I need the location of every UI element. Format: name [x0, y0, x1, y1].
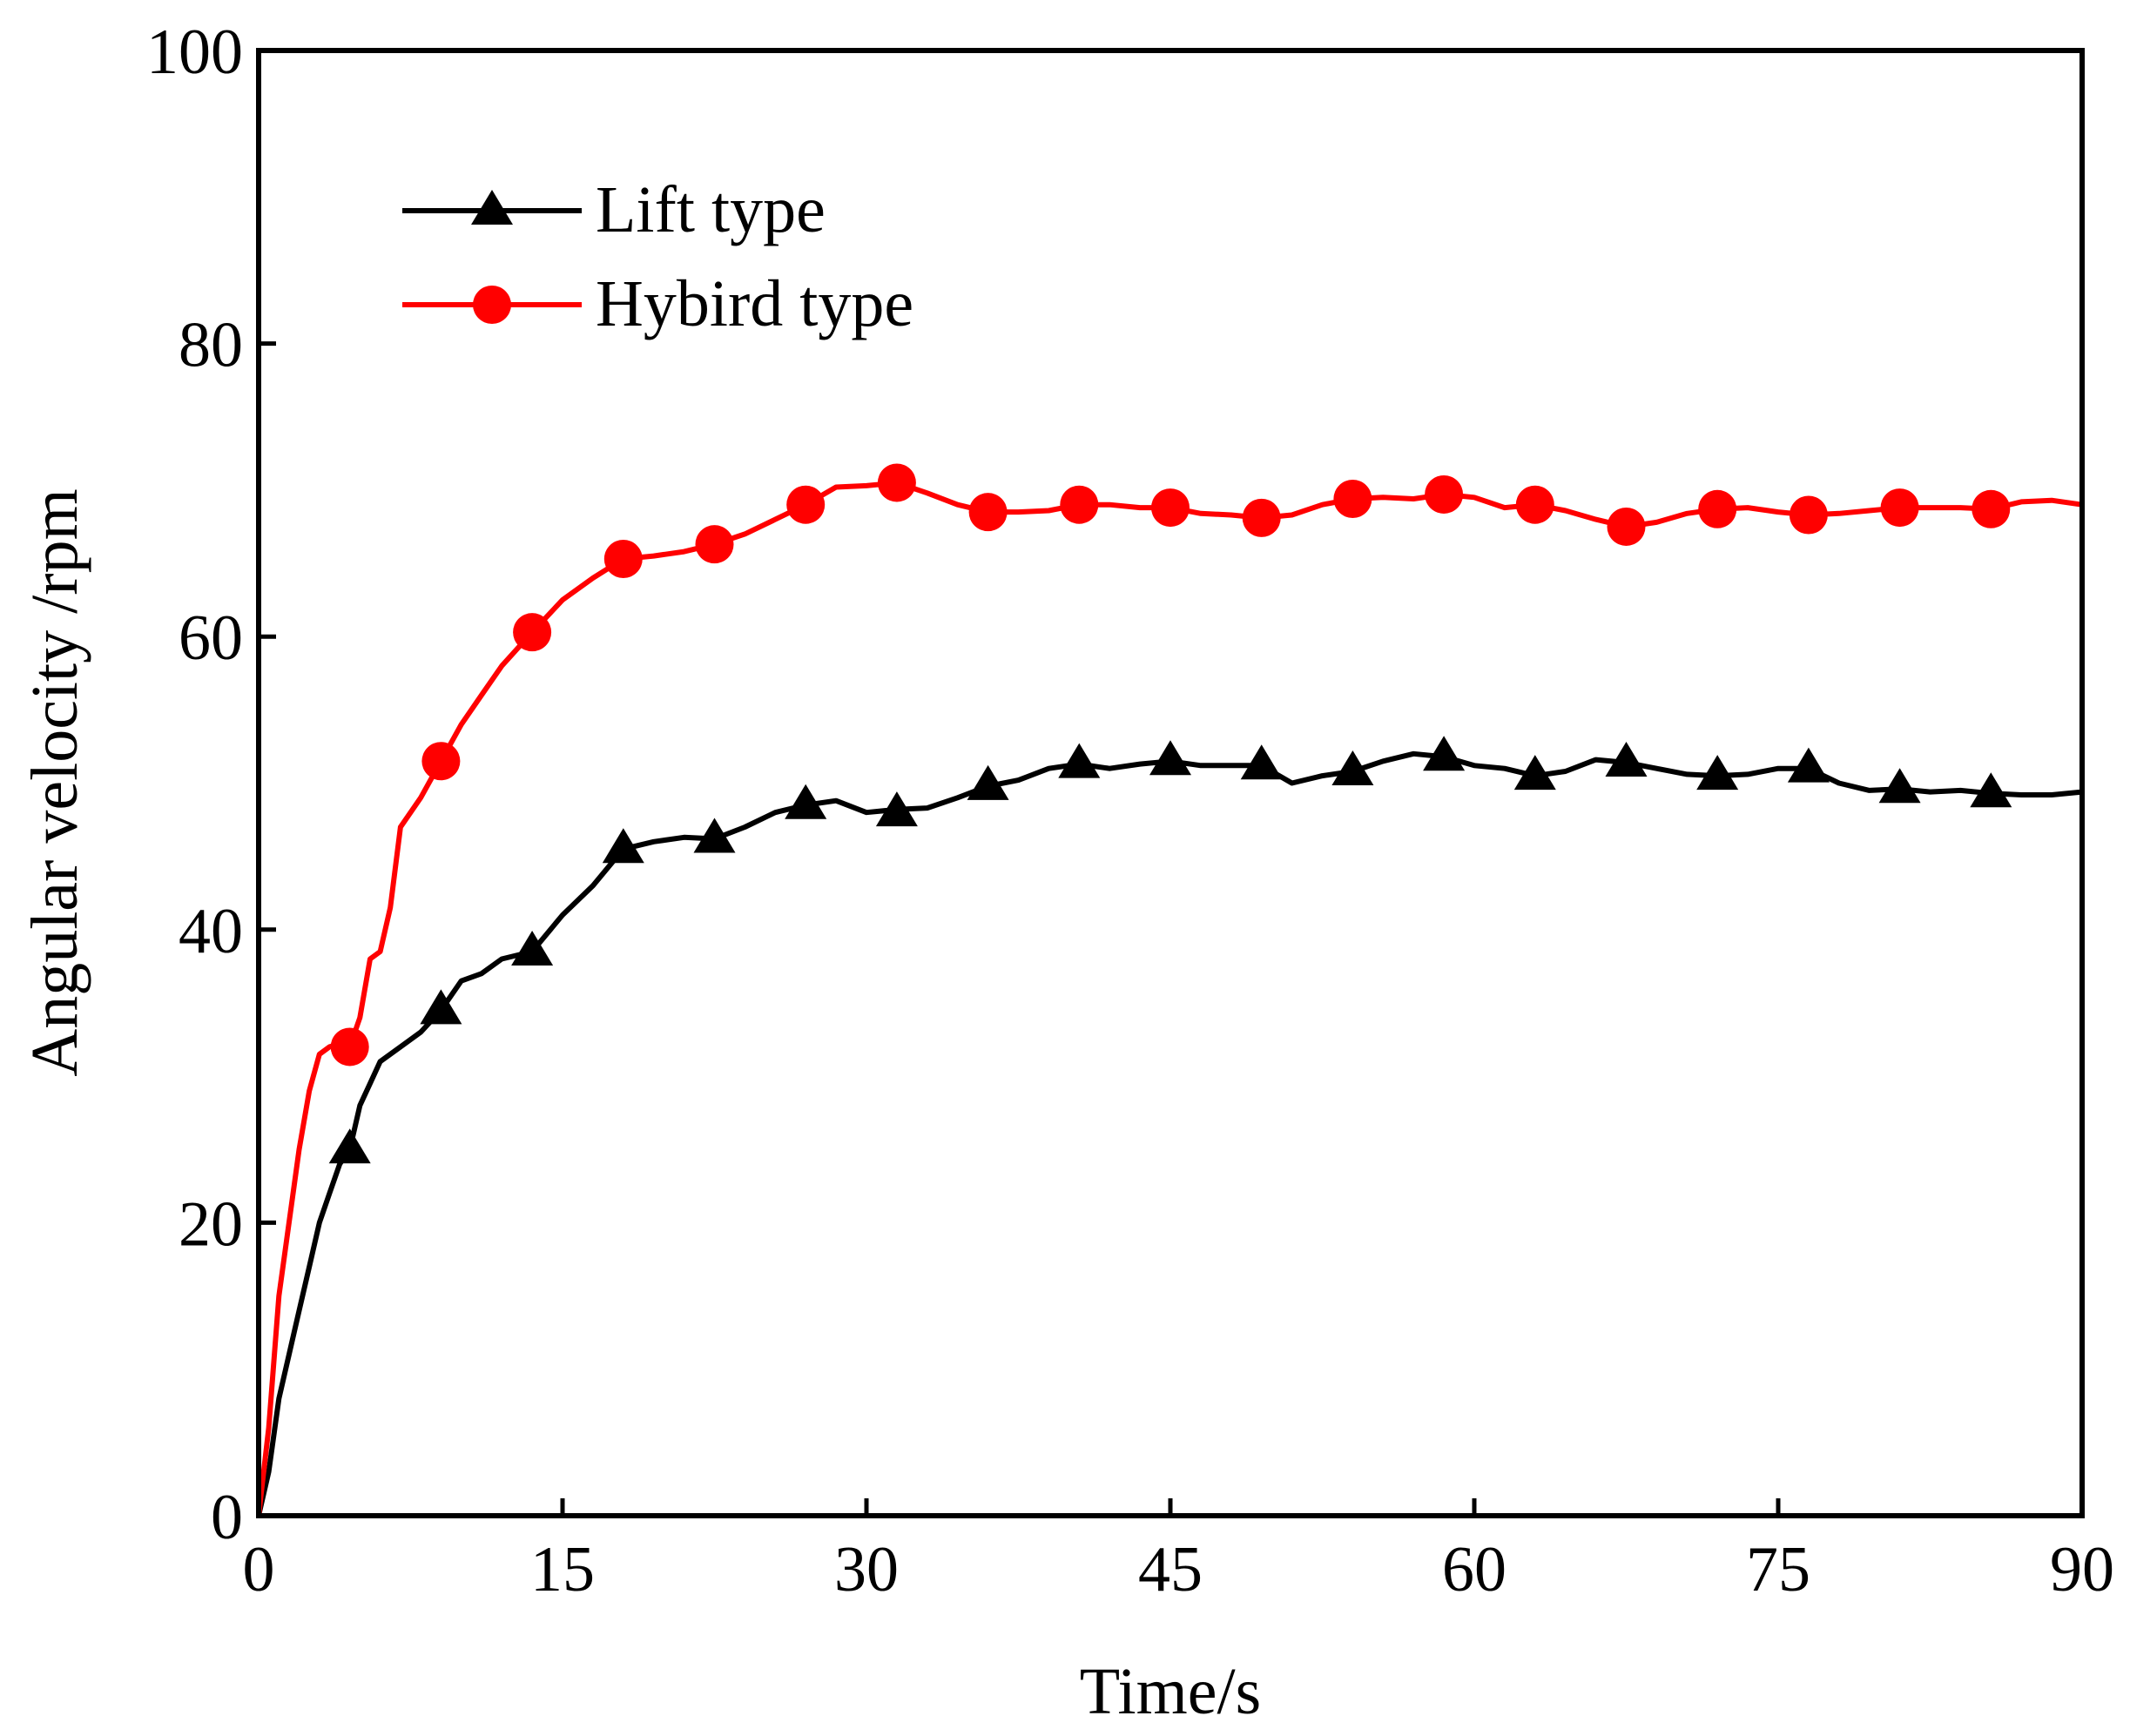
x-tick-label: 15: [530, 1534, 595, 1605]
data-point-hybird-type: [1789, 495, 1828, 535]
data-point-lift-type: [1787, 747, 1830, 783]
y-axis-ticks: 0 20 40 60 80 100: [146, 17, 276, 1553]
y-tick-label: 40: [179, 896, 243, 967]
legend-item-hybird-type: Hybird type: [402, 267, 913, 340]
data-point-hybird-type: [1425, 474, 1464, 514]
legend-item-lift-type: Lift type: [402, 173, 826, 246]
data-point-lift-type: [967, 764, 1009, 800]
data-point-lift-type: [1605, 741, 1648, 777]
data-point-hybird-type: [330, 1027, 369, 1066]
y-tick-label: 80: [179, 310, 243, 381]
data-point-hybird-type: [1242, 498, 1281, 537]
series-hybird-type: [256, 463, 2083, 1517]
x-tick-label: 45: [1138, 1534, 1203, 1605]
legend-circle-marker: [473, 286, 511, 324]
data-point-lift-type: [1149, 740, 1191, 776]
data-point-lift-type: [693, 818, 736, 853]
data-point-hybird-type: [695, 525, 734, 564]
data-point-hybird-type: [421, 742, 461, 781]
data-point-lift-type: [785, 784, 827, 819]
data-point-hybird-type: [877, 463, 916, 502]
x-tick-label: 30: [834, 1534, 899, 1605]
data-point-lift-type: [1240, 744, 1283, 780]
x-axis-title: Time/s: [1080, 1655, 1261, 1728]
data-point-hybird-type: [603, 540, 643, 579]
data-point-lift-type: [328, 1128, 371, 1164]
series-lift-type: [256, 736, 2083, 1517]
data-point-hybird-type: [1880, 488, 1919, 528]
legend: Lift type Hybird type: [402, 173, 913, 340]
data-point-hybird-type: [1060, 485, 1099, 524]
y-axis-title: Angular velocity /rpm: [18, 488, 91, 1076]
data-point-hybird-type: [968, 493, 1008, 532]
data-point-hybird-type: [1972, 489, 2011, 528]
y-tick-label: 20: [179, 1188, 243, 1260]
data-point-hybird-type: [1607, 507, 1646, 546]
data-point-lift-type: [1696, 755, 1739, 791]
data-point-lift-type: [602, 828, 644, 864]
x-tick-label: 60: [1442, 1534, 1507, 1605]
legend-label-lift-type: Lift type: [596, 173, 826, 246]
y-tick-label: 100: [146, 17, 243, 88]
data-point-lift-type: [511, 931, 554, 966]
legend-triangle-marker: [471, 190, 513, 225]
x-tick-label: 75: [1746, 1534, 1810, 1605]
legend-label-hybird-type: Hybird type: [596, 267, 913, 340]
plot-frame: [256, 48, 2085, 1518]
x-tick-label: 0: [243, 1534, 275, 1605]
y-tick-label: 60: [179, 602, 243, 674]
y-tick-label: 0: [211, 1482, 243, 1553]
data-point-lift-type: [1331, 750, 1374, 786]
data-point-lift-type: [1058, 743, 1101, 778]
data-point-lift-type: [420, 989, 462, 1025]
x-tick-label: 90: [2050, 1534, 2114, 1605]
x-axis-ticks: 0 15 30 45 60 75 90: [243, 1498, 2114, 1605]
data-point-hybird-type: [1515, 485, 1554, 524]
data-point-hybird-type: [786, 485, 826, 524]
data-point-lift-type: [875, 791, 918, 827]
data-point-lift-type: [1423, 736, 1466, 771]
data-point-hybird-type: [1698, 489, 1737, 528]
data-point-lift-type: [1513, 755, 1556, 791]
data-point-lift-type: [1970, 772, 2012, 808]
data-point-hybird-type: [1333, 479, 1372, 518]
data-point-hybird-type: [1151, 488, 1190, 528]
data-point-hybird-type: [513, 613, 552, 652]
series-line-lift-type: [256, 750, 2083, 1517]
data-point-lift-type: [1878, 768, 1921, 804]
series-layer: [256, 463, 2083, 1517]
